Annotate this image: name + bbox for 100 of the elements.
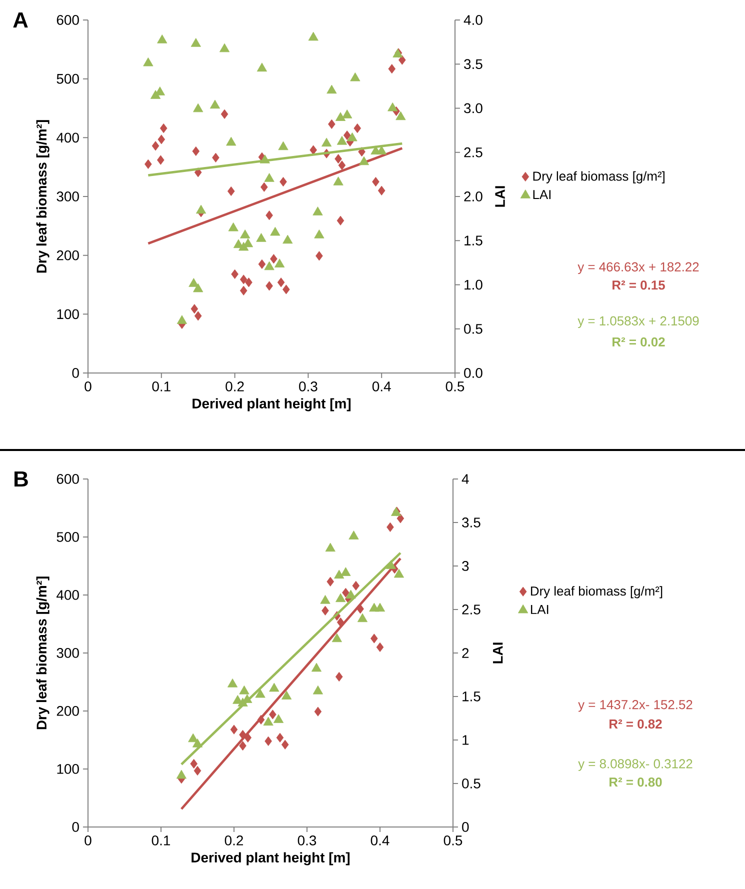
y2-tick-label: 2	[462, 648, 469, 658]
y-tick-label: 0	[72, 822, 79, 832]
point	[308, 32, 318, 41]
point	[326, 576, 334, 586]
point	[396, 111, 406, 120]
y-tick-label: 600	[56, 474, 79, 484]
point	[239, 740, 246, 751]
point	[264, 173, 274, 182]
point	[226, 136, 236, 146]
point	[242, 694, 252, 703]
point	[347, 132, 358, 142]
point	[338, 160, 346, 170]
y-tick-label: 400	[56, 590, 79, 600]
y-tick-label: 300	[56, 648, 79, 658]
x-tick-label: 0.3	[298, 836, 316, 846]
point	[282, 690, 292, 700]
point	[210, 100, 220, 109]
point	[212, 152, 220, 162]
y2-tick-label: 1.0	[464, 280, 482, 290]
y2-tick-label: 0.5	[464, 324, 482, 334]
y2-tick-label: 0	[462, 822, 469, 832]
y-tick-label: 200	[56, 250, 79, 260]
point	[320, 594, 330, 604]
point	[358, 156, 370, 166]
point	[260, 182, 268, 192]
point	[190, 38, 201, 47]
y2-tick-label: 1.5	[464, 236, 482, 246]
x-tick-label: 0.1	[152, 836, 170, 846]
y-tick-label: 500	[56, 74, 79, 84]
legend-label: Dry leaf biomass [g/m²]	[533, 171, 664, 184]
point	[282, 284, 290, 294]
y2-tick-label: 0.0	[464, 368, 482, 378]
y2-tick-label: 3.5	[464, 59, 482, 70]
y2-tick-label: 2.0	[464, 192, 482, 202]
point	[269, 710, 276, 720]
text: y = 8.0898x- 0.3122	[578, 759, 692, 771]
point	[266, 210, 273, 220]
y-tick-label: 600	[56, 15, 79, 25]
point	[256, 62, 268, 72]
text: R² = 0.15	[612, 280, 665, 290]
legend-label: LAI	[533, 190, 551, 200]
y-axis-title: Dry leaf biomass [g/m²]	[36, 576, 50, 730]
point	[239, 685, 250, 694]
point	[276, 732, 284, 742]
point	[328, 119, 336, 129]
y2-tick-label: 3	[462, 561, 469, 571]
point	[352, 580, 360, 591]
point	[310, 145, 317, 155]
x-tick-label: 0	[84, 382, 92, 392]
point	[386, 522, 394, 532]
point	[240, 230, 250, 238]
y2-tick-label: 0.5	[462, 778, 480, 788]
point	[356, 604, 364, 614]
point	[336, 593, 346, 602]
point	[312, 685, 323, 694]
point	[152, 141, 160, 151]
point	[266, 281, 273, 291]
point	[176, 315, 188, 324]
point	[372, 176, 380, 187]
point	[376, 642, 384, 652]
x-tick-label: 0.5	[446, 382, 464, 392]
point	[388, 64, 396, 74]
point	[340, 567, 351, 576]
point	[370, 634, 378, 644]
text: R² = 0.82	[610, 719, 662, 729]
point	[194, 766, 202, 776]
y-tick-label: 100	[57, 764, 79, 774]
point	[240, 286, 248, 296]
point	[314, 230, 324, 238]
x-tick-label: 0.3	[299, 382, 318, 392]
point	[176, 770, 186, 779]
y-tick-label: 200	[56, 706, 79, 716]
point	[342, 588, 350, 598]
point	[325, 542, 336, 552]
point	[245, 278, 252, 288]
point	[192, 146, 200, 156]
point	[255, 688, 266, 698]
point	[336, 617, 344, 628]
point	[342, 110, 352, 118]
point	[332, 633, 342, 642]
point	[228, 222, 238, 232]
point	[269, 682, 280, 692]
text: y = 1.0583x + 2.1509	[578, 316, 699, 328]
x-axis-title: Derived plant height [m]	[192, 398, 351, 412]
y-tick-label: 100	[57, 309, 79, 320]
point	[311, 662, 322, 672]
point	[270, 254, 278, 264]
point	[350, 72, 360, 82]
legend-label: Dry leaf biomass [g/m²]	[530, 586, 662, 598]
y2-tick-label: 4.0	[464, 15, 482, 25]
point	[257, 714, 265, 724]
point	[188, 278, 199, 287]
point	[240, 274, 248, 284]
point	[322, 606, 329, 616]
point	[263, 716, 274, 726]
x-tick-label: 0.4	[372, 382, 391, 392]
point	[196, 204, 206, 214]
y2-tick-label: 1.5	[462, 692, 480, 702]
point	[274, 258, 285, 268]
y2-axis-title: LAI	[495, 186, 505, 207]
